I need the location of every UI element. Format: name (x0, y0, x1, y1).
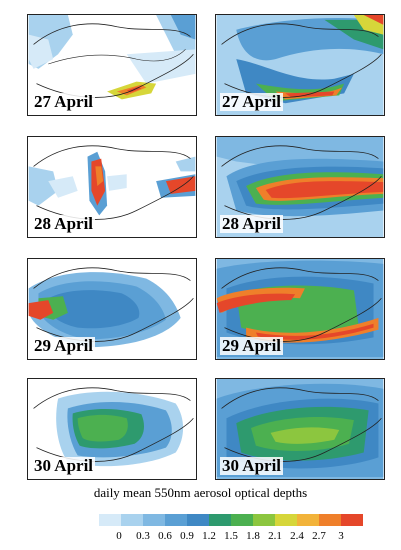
colorbar-swatch (121, 514, 143, 526)
map-28-april-left (28, 137, 196, 237)
panel-28-april-left: 28 April (27, 136, 197, 238)
panel-date-label: 29 April (32, 336, 96, 355)
colorbar-swatch (297, 514, 319, 526)
panel-date-label: 28 April (220, 214, 284, 233)
colorbar-tick-label: 0.6 (158, 530, 172, 542)
panel-27-april-right: 27 April (215, 14, 385, 116)
colorbar-ticks: 0 0.3 0.6 0.9 1.2 1.5 1.8 2.1 2.4 2.7 3 (0, 530, 401, 544)
panel-date-label: 29 April (220, 336, 284, 355)
panel-29-april-left: 29 April (27, 258, 197, 360)
colorbar-swatch (253, 514, 275, 526)
panel-date-label: 30 April (220, 456, 284, 475)
colorbar-tick-label: 1.8 (246, 530, 260, 542)
colorbar-swatch (275, 514, 297, 526)
colorbar-tick-label: 2.7 (312, 530, 326, 542)
colorbar-tick-label: 0.3 (136, 530, 150, 542)
colorbar-swatch (319, 514, 341, 526)
map-30-april-right (216, 379, 384, 479)
colorbar-tick-label: 3 (338, 530, 344, 542)
colorbar-swatch (231, 514, 253, 526)
panel-date-label: 27 April (32, 92, 96, 111)
panel-30-april-right: 30 April (215, 378, 385, 480)
colorbar (99, 514, 363, 526)
panel-30-april-left: 30 April (27, 378, 197, 480)
map-30-april-left (28, 379, 196, 479)
panel-date-label: 27 April (220, 92, 284, 111)
colorbar-swatch (143, 514, 165, 526)
panel-date-label: 30 April (32, 456, 96, 475)
panel-29-april-right: 29 April (215, 258, 385, 360)
colorbar-title: daily mean 550nm aerosol optical depths (93, 485, 308, 500)
colorbar-swatch (187, 514, 209, 526)
colorbar-swatch (165, 514, 187, 526)
colorbar-tick-label: 2.1 (268, 530, 282, 542)
panel-28-april-right: 28 April (215, 136, 385, 238)
colorbar-swatch (341, 514, 363, 526)
colorbar-tick-label: 0.9 (180, 530, 194, 542)
panel-date-label: 28 April (32, 214, 96, 233)
colorbar-tick-label: 2.4 (290, 530, 304, 542)
panel-27-april-left: 27 April (27, 14, 197, 116)
colorbar-swatch (99, 514, 121, 526)
map-29-april-left (28, 259, 196, 359)
colorbar-swatch (209, 514, 231, 526)
colorbar-tick-label: 1.2 (202, 530, 216, 542)
colorbar-tick-label: 1.5 (224, 530, 238, 542)
colorbar-tick-label: 0 (116, 530, 122, 542)
